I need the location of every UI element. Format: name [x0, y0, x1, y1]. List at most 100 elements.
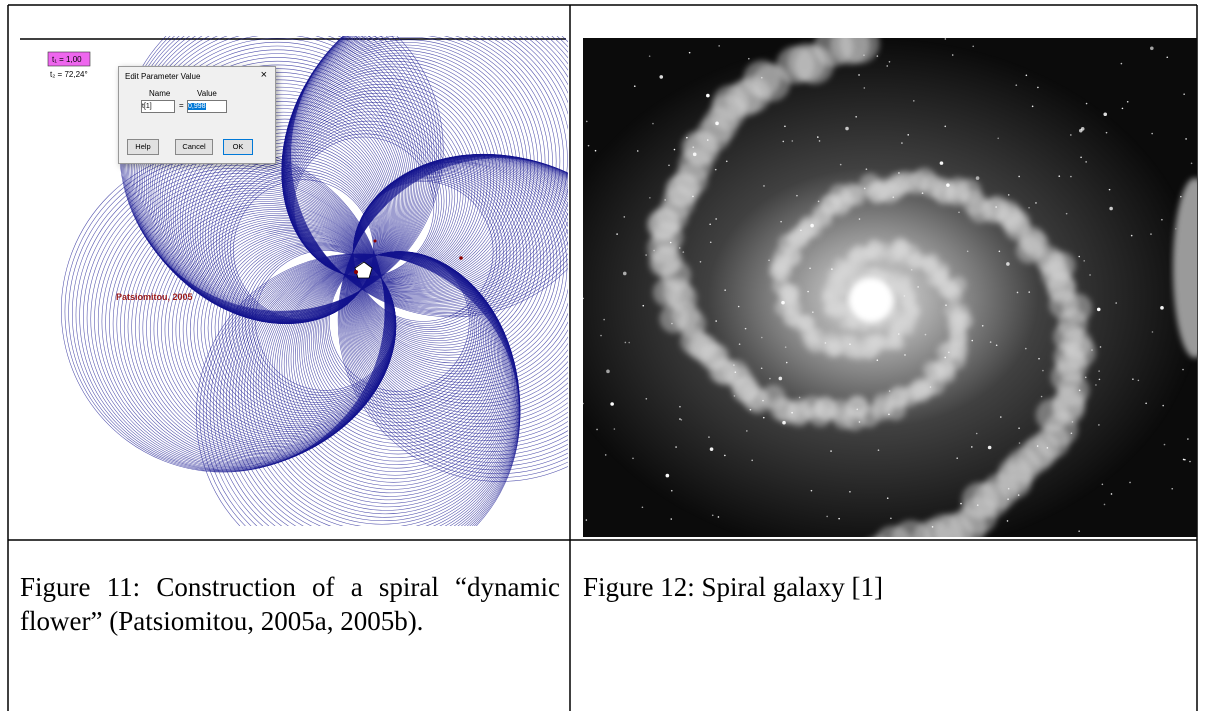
star	[826, 516, 828, 518]
star	[671, 490, 673, 492]
star	[606, 370, 610, 374]
star	[712, 514, 714, 516]
star	[1150, 46, 1154, 50]
star	[889, 61, 891, 63]
star	[932, 526, 934, 528]
star	[1138, 380, 1140, 382]
star	[967, 250, 969, 252]
star	[990, 341, 992, 343]
star	[831, 268, 833, 270]
star	[995, 206, 997, 208]
star	[645, 254, 647, 256]
star	[877, 55, 879, 57]
star	[1121, 63, 1123, 65]
star	[1018, 427, 1020, 429]
star	[1150, 233, 1152, 235]
star	[904, 295, 906, 297]
star	[671, 323, 673, 325]
help-button[interactable]: Help	[127, 139, 159, 155]
star	[637, 150, 639, 152]
star	[982, 325, 984, 327]
flower-figure: t₁ = 1,00 t₂ = 72,24° Patsiomitou, 2005	[18, 36, 568, 526]
star	[675, 446, 677, 448]
star	[700, 261, 702, 263]
star	[1098, 370, 1100, 372]
star	[1160, 306, 1164, 310]
star	[1095, 384, 1097, 386]
star	[799, 397, 801, 399]
star	[988, 446, 992, 450]
star	[888, 414, 890, 416]
star	[1161, 219, 1163, 221]
star	[791, 412, 793, 414]
star	[1058, 175, 1060, 177]
star	[1102, 484, 1104, 486]
star	[751, 460, 753, 462]
star	[668, 164, 670, 166]
star	[1085, 161, 1087, 163]
t2-label: t₂ = 72,24°	[50, 70, 88, 79]
star	[649, 197, 651, 199]
star	[887, 497, 889, 499]
star	[972, 45, 974, 47]
star	[682, 251, 684, 253]
star	[925, 334, 927, 336]
cancel-button[interactable]: Cancel	[175, 139, 213, 155]
star	[1071, 432, 1073, 434]
star	[940, 161, 944, 165]
star	[718, 516, 720, 518]
spiral-arm	[946, 287, 963, 304]
close-icon[interactable]: ×	[261, 69, 267, 81]
star	[1162, 405, 1164, 407]
star	[840, 164, 842, 166]
ok-button[interactable]: OK	[223, 139, 253, 155]
star	[971, 340, 973, 342]
star	[1127, 101, 1129, 103]
star	[971, 446, 973, 448]
page: t₁ = 1,00 t₂ = 72,24° Patsiomitou, 2005 …	[0, 0, 1205, 711]
star	[1131, 235, 1133, 237]
star	[1098, 424, 1100, 426]
star	[792, 140, 794, 142]
star	[1042, 370, 1044, 372]
star	[890, 518, 892, 520]
star	[1152, 331, 1154, 333]
star	[734, 395, 736, 397]
star	[1183, 459, 1185, 461]
star	[922, 192, 924, 194]
star	[779, 377, 783, 381]
star	[856, 409, 858, 411]
star	[689, 52, 691, 54]
star	[898, 172, 900, 174]
star	[693, 153, 697, 157]
star	[707, 139, 709, 141]
star	[1086, 103, 1088, 105]
star	[761, 77, 763, 79]
name-input[interactable]: t[1]	[141, 100, 175, 113]
star	[623, 272, 627, 276]
star	[1079, 390, 1081, 392]
spiral-arm	[848, 317, 859, 328]
star	[586, 121, 588, 123]
star	[800, 229, 802, 231]
star	[1164, 444, 1166, 446]
star	[818, 201, 820, 203]
star	[632, 458, 634, 460]
star	[1070, 176, 1072, 178]
star	[945, 38, 947, 40]
star	[726, 160, 728, 162]
star	[610, 402, 614, 406]
value-input[interactable]: 0,998	[187, 100, 227, 113]
star	[1109, 207, 1113, 211]
star	[715, 320, 717, 322]
star	[849, 491, 851, 493]
star	[960, 503, 962, 505]
star	[1018, 176, 1020, 178]
star	[586, 519, 588, 521]
star	[945, 304, 947, 306]
star	[710, 447, 714, 451]
star	[1008, 194, 1010, 196]
star	[1078, 530, 1080, 532]
star	[780, 221, 782, 223]
star	[796, 195, 798, 197]
